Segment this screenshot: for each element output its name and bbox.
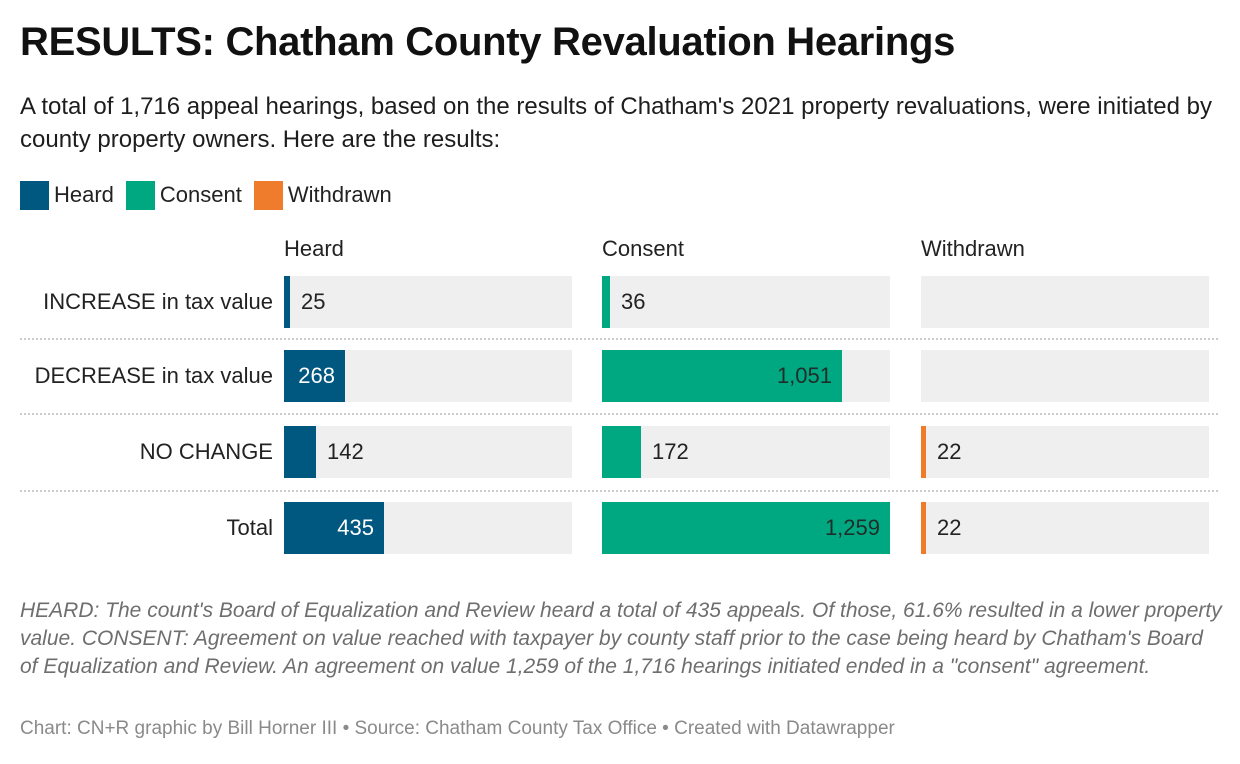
data-label: 25 — [301, 289, 326, 314]
bar-consent-increase-in-tax-value — [602, 276, 610, 328]
bar-heard-total — [284, 502, 384, 554]
column-header-heard: Heard — [284, 236, 344, 261]
column-header-withdrawn: Withdrawn — [921, 236, 1025, 261]
bar-track — [921, 350, 1209, 402]
chart-subtitle: A total of 1,716 appeal hearings, based … — [20, 93, 1212, 153]
bar-consent-decrease-in-tax-value — [602, 350, 842, 402]
bar-track: 1,051 — [602, 350, 890, 402]
bar-track: 36 — [602, 276, 890, 328]
bar-track: 268 — [284, 350, 572, 402]
data-label: 435 — [337, 515, 374, 540]
chart-title: RESULTS: Chatham County Revaluation Hear… — [20, 20, 956, 64]
bar-withdrawn-no-change — [921, 426, 926, 478]
bar-track: 172 — [602, 426, 890, 478]
column-header-consent: Consent — [602, 236, 684, 261]
legend-swatch-consent — [125, 180, 155, 210]
data-label: 268 — [298, 363, 335, 388]
data-label: 1,259 — [824, 515, 880, 540]
chart-notes: HEARD: The count's Board of Equalization… — [20, 599, 1222, 678]
row-separator — [20, 413, 1218, 415]
bar-track: 142 — [284, 426, 572, 478]
legend-item-withdrawn: Withdrawn — [253, 180, 392, 210]
legend-swatch-withdrawn — [253, 180, 283, 210]
legend: Heard Consent Withdrawn — [20, 180, 404, 210]
bar-heard-no-change — [284, 426, 316, 478]
data-label: 36 — [621, 289, 646, 314]
row-label-decrease-in-tax-value: DECREASE in tax value — [34, 363, 273, 388]
legend-label-consent: Consent — [159, 182, 242, 207]
data-label: 172 — [652, 439, 689, 464]
bar-track: 22 — [921, 426, 1209, 478]
bar-track — [921, 276, 1209, 328]
row-separator — [20, 338, 1218, 340]
row-separator — [20, 490, 1218, 492]
bar-track: 1,259 — [602, 502, 890, 554]
legend-label-heard: Heard — [54, 182, 114, 207]
data-label: 1,051 — [776, 363, 832, 388]
data-label: 22 — [937, 439, 962, 464]
bar-withdrawn-total — [921, 502, 926, 554]
row-label-no-change: NO CHANGE — [139, 439, 273, 464]
bar-heard-decrease-in-tax-value — [284, 350, 345, 402]
legend-swatch-heard — [20, 180, 49, 210]
legend-item-consent: Consent — [125, 180, 242, 210]
data-label: 142 — [327, 439, 364, 464]
bar-consent-total — [602, 502, 890, 554]
row-label-total: Total — [226, 515, 273, 540]
chart-footer: Chart: CN+R graphic by Bill Horner III •… — [20, 718, 895, 739]
data-label: 22 — [937, 515, 962, 540]
row-label-increase-in-tax-value: INCREASE in tax value — [43, 289, 273, 314]
legend-label-withdrawn: Withdrawn — [287, 182, 392, 207]
bar-consent-no-change — [602, 426, 641, 478]
bar-heard-increase-in-tax-value — [284, 276, 290, 328]
legend-item-heard: Heard — [20, 180, 114, 210]
bar-track: 25 — [284, 276, 572, 328]
bar-track: 435 — [284, 502, 572, 554]
bar-track: 22 — [921, 502, 1209, 554]
